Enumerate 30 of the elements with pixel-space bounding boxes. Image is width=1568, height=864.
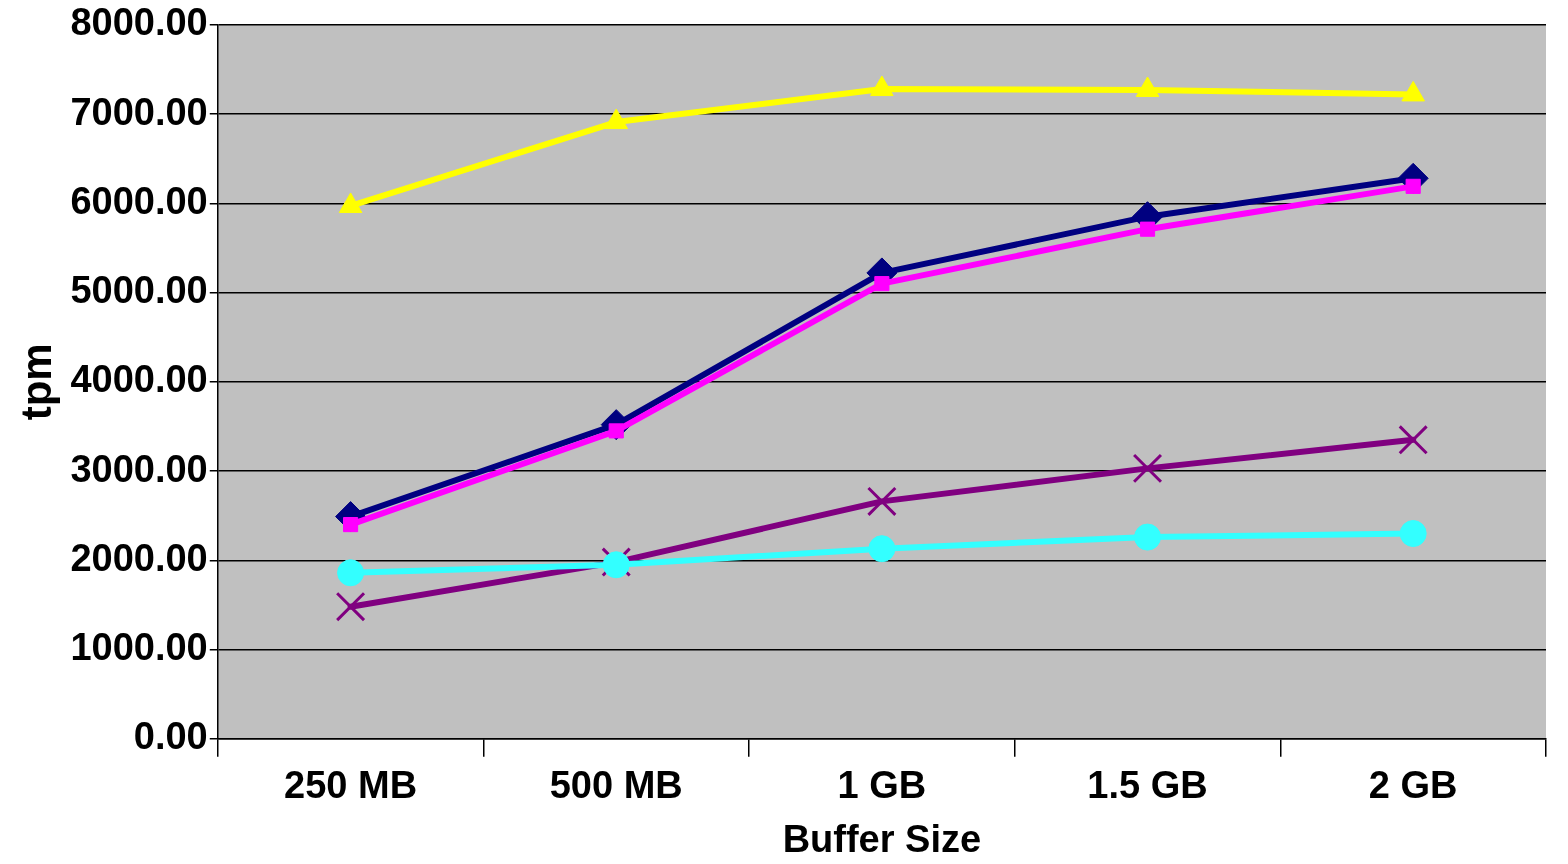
y-tick-label: 7000.00 [70, 90, 208, 133]
y-tick-label: 4000.00 [70, 358, 208, 401]
x-tick-label: 250 MB [284, 764, 418, 807]
point [870, 75, 894, 97]
point [866, 486, 897, 517]
x-tick-label: 2 GB [1368, 764, 1458, 807]
point [1398, 424, 1429, 455]
y-tick-label: 8000.00 [70, 1, 208, 44]
x-tick-label: 1 GB [837, 764, 927, 807]
y-tick-label: 1000.00 [70, 626, 208, 669]
y-tick-label: 0.00 [133, 715, 208, 758]
y-tick-label: 2000.00 [70, 536, 208, 579]
point [337, 559, 365, 587]
point [604, 108, 628, 130]
point [1405, 178, 1421, 194]
point [1399, 520, 1427, 548]
point [1132, 453, 1163, 484]
x-axis-title: Buffer Size [782, 817, 982, 860]
y-tick-label: 3000.00 [70, 447, 208, 490]
y-tick-label: 6000.00 [70, 179, 208, 222]
point [874, 276, 890, 292]
x-tick-label: 500 MB [549, 764, 683, 807]
x-tick-label: 1.5 GB [1087, 764, 1208, 807]
y-tick-label: 5000.00 [70, 269, 208, 312]
y-axis-title: tpm [12, 343, 60, 421]
point [1139, 221, 1156, 237]
point [335, 591, 366, 622]
point [868, 535, 896, 563]
point [343, 517, 359, 533]
point [1134, 523, 1162, 551]
